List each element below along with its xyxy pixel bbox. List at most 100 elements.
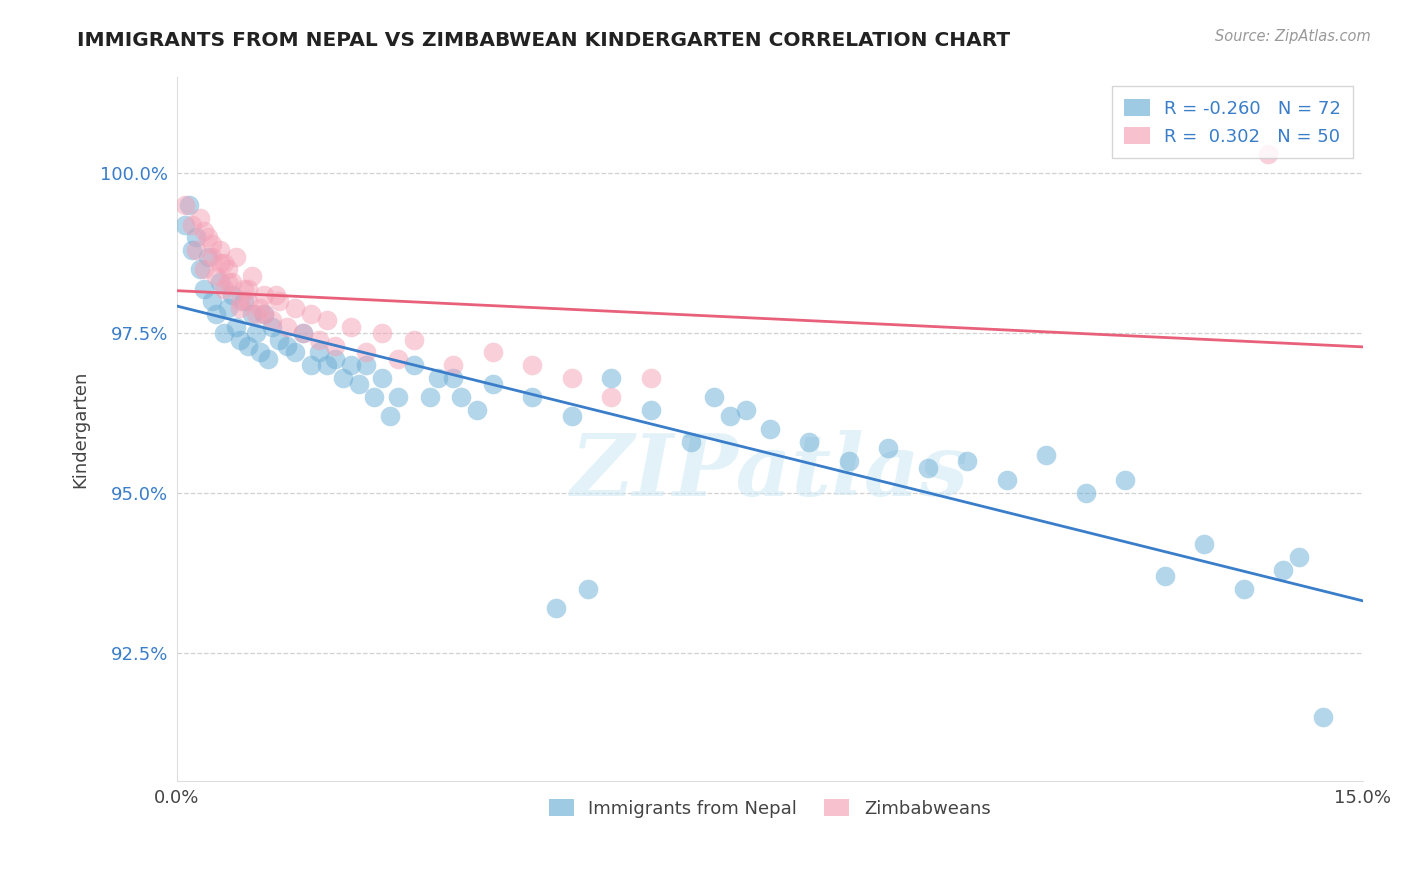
Point: [284, 301, 307, 315]
Point: [600, 390, 623, 404]
Point: [181, 243, 204, 257]
Point: [276, 339, 298, 353]
Point: [640, 403, 662, 417]
Point: [441, 358, 464, 372]
Point: [838, 454, 860, 468]
Point: [260, 319, 283, 334]
Point: [561, 371, 583, 385]
Point: [332, 371, 354, 385]
Point: [221, 275, 243, 289]
Point: [205, 307, 228, 321]
Point: [260, 313, 283, 327]
Point: [186, 243, 208, 257]
Point: [253, 307, 276, 321]
Point: [193, 281, 215, 295]
Point: [209, 256, 232, 270]
Point: [339, 319, 361, 334]
Point: [522, 358, 544, 372]
Point: [323, 351, 346, 366]
Point: [1288, 550, 1310, 565]
Point: [264, 288, 287, 302]
Point: [225, 250, 247, 264]
Point: [240, 268, 263, 283]
Point: [465, 403, 488, 417]
Point: [212, 256, 235, 270]
Point: [245, 326, 267, 341]
Point: [308, 345, 330, 359]
Point: [600, 371, 623, 385]
Point: [576, 582, 599, 596]
Point: [299, 307, 322, 321]
Point: [482, 377, 505, 392]
Point: [387, 351, 409, 366]
Point: [232, 294, 254, 309]
Point: [315, 313, 337, 327]
Point: [249, 345, 271, 359]
Point: [276, 319, 298, 334]
Point: [173, 198, 195, 212]
Point: [217, 275, 239, 289]
Point: [402, 358, 425, 372]
Point: [1074, 486, 1097, 500]
Point: [217, 262, 239, 277]
Point: [718, 409, 741, 424]
Point: [679, 435, 702, 450]
Point: [703, 390, 725, 404]
Point: [419, 390, 441, 404]
Point: [177, 198, 200, 212]
Point: [236, 294, 259, 309]
Point: [339, 358, 361, 372]
Point: [1233, 582, 1256, 596]
Point: [371, 371, 394, 385]
Text: Source: ZipAtlas.com: Source: ZipAtlas.com: [1215, 29, 1371, 44]
Text: IMMIGRANTS FROM NEPAL VS ZIMBABWEAN KINDERGARTEN CORRELATION CHART: IMMIGRANTS FROM NEPAL VS ZIMBABWEAN KIND…: [77, 31, 1011, 50]
Point: [193, 224, 215, 238]
Point: [221, 288, 243, 302]
Y-axis label: Kindergarten: Kindergarten: [72, 370, 89, 488]
Point: [1035, 448, 1057, 462]
Point: [284, 345, 307, 359]
Point: [269, 333, 291, 347]
Point: [229, 294, 252, 309]
Point: [212, 326, 235, 341]
Point: [292, 326, 315, 341]
Point: [482, 345, 505, 359]
Point: [956, 454, 979, 468]
Point: [1153, 569, 1175, 583]
Point: [758, 422, 780, 436]
Point: [1257, 147, 1279, 161]
Point: [877, 442, 900, 456]
Point: [197, 250, 219, 264]
Point: [995, 474, 1018, 488]
Point: [253, 307, 276, 321]
Legend: Immigrants from Nepal, Zimbabweans: Immigrants from Nepal, Zimbabweans: [541, 791, 998, 825]
Point: [232, 281, 254, 295]
Point: [1272, 563, 1295, 577]
Point: [1114, 474, 1136, 488]
Point: [1194, 537, 1216, 551]
Point: [546, 601, 568, 615]
Point: [240, 307, 263, 321]
Point: [347, 377, 370, 392]
Point: [209, 275, 232, 289]
Point: [522, 390, 544, 404]
Point: [193, 262, 215, 277]
Point: [1312, 710, 1334, 724]
Point: [205, 268, 228, 283]
Point: [917, 460, 939, 475]
Point: [190, 211, 212, 226]
Point: [387, 390, 409, 404]
Point: [229, 301, 252, 315]
Point: [245, 307, 267, 321]
Point: [315, 358, 337, 372]
Point: [356, 358, 378, 372]
Point: [308, 333, 330, 347]
Point: [426, 371, 449, 385]
Point: [186, 230, 208, 244]
Point: [212, 281, 235, 295]
Point: [181, 218, 204, 232]
Point: [173, 218, 195, 232]
Point: [441, 371, 464, 385]
Point: [217, 301, 239, 315]
Point: [253, 288, 276, 302]
